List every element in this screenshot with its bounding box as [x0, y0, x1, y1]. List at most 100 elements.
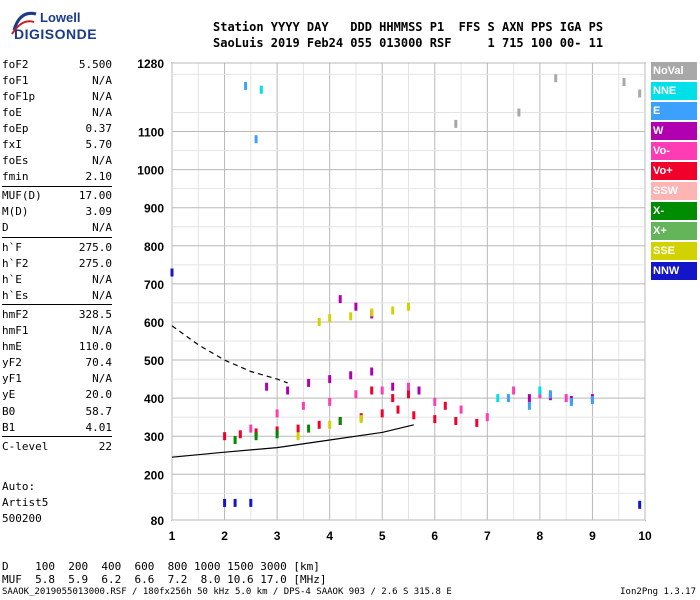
- echo-point-vo: [296, 424, 300, 433]
- param-name: MUF(D): [2, 189, 42, 203]
- param-value: N/A: [92, 154, 112, 168]
- echo-point-e: [527, 401, 531, 410]
- param-name: foF2: [2, 57, 29, 71]
- echo-point-vo: [564, 394, 568, 403]
- muf-row: MUF 5.8 5.9 6.2 6.6 7.2 8.0 10.6 17.0 [M…: [2, 573, 327, 586]
- param-row: yE 20.0: [2, 387, 112, 403]
- param-value: 0.37: [85, 121, 113, 135]
- x-tick-label: 1: [169, 529, 176, 543]
- param-name: fxI: [2, 138, 22, 152]
- param-name: foF1p: [2, 89, 36, 103]
- param-value: 22: [98, 439, 112, 453]
- echo-point-vo: [454, 417, 458, 425]
- param-row: foEs N/A: [2, 153, 112, 169]
- echo-point-e: [254, 135, 258, 144]
- chart-grid: [171, 62, 646, 521]
- echo-point-vo: [407, 382, 410, 391]
- param-name: h`E: [2, 272, 22, 286]
- param-row: hmF2 328.5: [2, 306, 112, 322]
- profile-lines: [171, 325, 414, 458]
- param-row: h`F 275.0: [2, 239, 112, 255]
- legend-item-vo: Vo-: [651, 142, 697, 160]
- version-label: Ion2Png 1.3.17: [620, 587, 696, 597]
- echo-point-nne: [259, 85, 263, 94]
- echo-point-w: [307, 378, 311, 387]
- header-labels: Station YYYY DAY DDD HHMMSS P1 FFS S AXN…: [213, 20, 604, 34]
- echo-point-nnw: [249, 498, 253, 507]
- y-tick-label: 900: [144, 202, 164, 216]
- param-value: N/A: [92, 324, 112, 338]
- x-tick-label: 5: [379, 529, 386, 543]
- echo-point-sse: [349, 312, 353, 321]
- param-value: 20.0: [85, 388, 113, 402]
- y-tick-label: 400: [144, 392, 164, 406]
- legend-item-x: X+: [651, 222, 697, 240]
- param-name: yE: [2, 388, 16, 402]
- param-value: N/A: [92, 272, 112, 286]
- digisonde-logo: Lowell DIGISONDE: [6, 6, 146, 50]
- header-values: SaoLuis 2019 Feb24 055 013000 RSF 1 715 …: [213, 36, 604, 50]
- echo-point-nnw: [233, 498, 237, 507]
- echo-point-nnw: [170, 268, 174, 277]
- param-name: h`Es: [2, 288, 29, 302]
- param-row: foEp 0.37: [2, 120, 112, 136]
- echo-point-vo: [380, 386, 384, 395]
- echo-point-sse: [407, 302, 410, 311]
- echo-point-w: [417, 386, 421, 395]
- swoosh-icon: [11, 11, 37, 35]
- echo-point-e: [590, 396, 594, 404]
- echo-points: [170, 74, 642, 509]
- echo-point-e: [506, 394, 510, 403]
- param-name: hmE: [2, 340, 22, 354]
- auto-label: Auto:: [2, 480, 36, 493]
- legend-item-nnw: NNW: [651, 262, 697, 280]
- echo-point-vo: [275, 409, 279, 418]
- echo-point-noval: [638, 89, 642, 98]
- param-value: 110.0: [78, 340, 112, 354]
- echo-point-w: [286, 386, 290, 395]
- param-value: 275.0: [78, 256, 112, 270]
- param-row: MUF(D) 17.00: [2, 188, 112, 204]
- echo-point-vo: [391, 394, 395, 403]
- legend-item-ssw: SSW: [651, 182, 697, 200]
- echo-point-vo: [433, 397, 437, 406]
- x-tick-label: 10: [638, 529, 652, 543]
- y-tick-label: 700: [144, 278, 164, 292]
- param-value: 275.0: [78, 240, 112, 254]
- parameter-panel: foF2 5.500 foF1 N/A foF1p N/A foE N/A foEp 0.37 fx…: [2, 56, 112, 454]
- param-name: foEs: [2, 154, 29, 168]
- param-separator: [2, 304, 112, 306]
- x-tick-label: 4: [326, 529, 333, 543]
- param-name: foEp: [2, 121, 29, 135]
- x-tick-label: 6: [431, 529, 438, 543]
- param-row: fxI 5.70: [2, 136, 112, 152]
- x-tick-label: 9: [589, 529, 596, 543]
- param-name: foE: [2, 105, 22, 119]
- param-row: h`E N/A: [2, 271, 112, 287]
- param-value: N/A: [92, 73, 112, 87]
- param-value: N/A: [92, 105, 112, 119]
- param-name: h`F: [2, 240, 22, 254]
- param-value: 2.10: [85, 170, 113, 184]
- legend-item-vo: Vo+: [651, 162, 697, 180]
- echo-point-w: [527, 394, 531, 403]
- param-separator: [2, 185, 112, 187]
- echo-point-vo: [512, 386, 516, 395]
- auto-code: 500200: [2, 512, 42, 525]
- echo-point-sse: [328, 420, 332, 429]
- y-tick-label: 800: [144, 240, 164, 254]
- echo-point-w: [338, 295, 342, 304]
- y-tick-label: 300: [144, 430, 164, 444]
- param-row: foF2 5.500: [2, 56, 112, 72]
- param-value: 4.01: [85, 420, 113, 434]
- echo-point-x: [338, 417, 342, 425]
- distance-row: D 100 200 400 600 800 1000 1500 3000 [km…: [2, 560, 320, 573]
- param-name: B1: [2, 420, 16, 434]
- legend-item-w: W: [651, 122, 697, 140]
- echo-point-e: [569, 397, 573, 406]
- echo-point-nne: [496, 394, 500, 403]
- param-value: 58.7: [85, 404, 113, 418]
- param-name: M(D): [2, 205, 29, 219]
- x-tick-label: 7: [484, 529, 491, 543]
- echo-point-vo: [249, 424, 253, 433]
